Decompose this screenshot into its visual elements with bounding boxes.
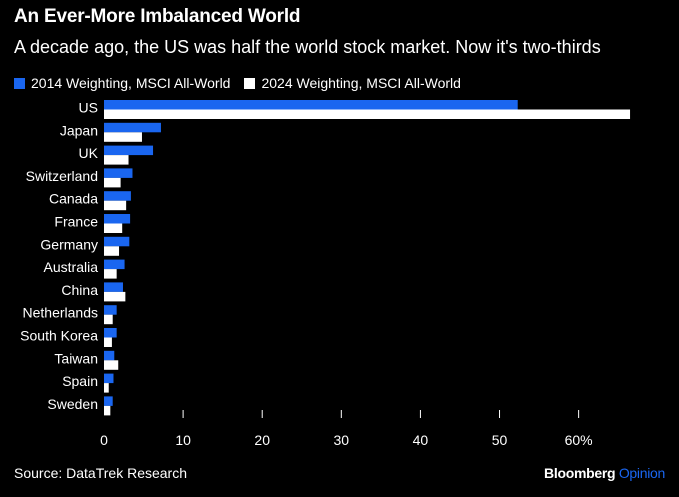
bar-2024	[104, 337, 112, 347]
bar-2014	[104, 236, 130, 247]
chart-subtitle: A decade ago, the US was half the world …	[14, 37, 601, 57]
category-label: China	[61, 282, 98, 298]
legend-item-2014: 2014 Weighting, MSCI All-World	[14, 75, 230, 91]
bar-2014	[104, 168, 133, 178]
x-tick-label: 10	[175, 432, 191, 448]
bar-2024	[104, 314, 113, 325]
category-label: Sweden	[47, 396, 98, 412]
x-tick-label: 0	[100, 432, 108, 448]
x-tick-label: 30	[334, 432, 350, 448]
x-tick-label: 20	[254, 432, 270, 448]
legend-label-2014: 2014 Weighting, MSCI All-World	[31, 75, 231, 91]
bar-2024	[104, 383, 109, 393]
category-label: Australia	[44, 259, 99, 275]
bar-2024	[104, 177, 121, 188]
x-tick-label: 60%	[565, 432, 593, 448]
x-tick-label: 40	[413, 432, 429, 448]
category-label: Canada	[49, 191, 98, 207]
category-label: Switzerland	[26, 168, 98, 184]
category-label: UK	[79, 145, 99, 161]
bar-2014	[104, 373, 114, 384]
bar-2014	[104, 191, 131, 201]
category-label: Taiwan	[54, 350, 98, 366]
category-label: South Korea	[20, 328, 98, 344]
bar-2024	[104, 223, 123, 233]
bar-2014	[104, 350, 115, 361]
bar-2014	[104, 122, 161, 133]
chart-title: An Ever-More Imbalanced World	[14, 6, 301, 27]
legend-swatch-2024	[244, 77, 256, 89]
bar-2014	[104, 328, 117, 338]
bar-2024	[104, 132, 142, 142]
category-label: France	[54, 214, 98, 230]
bar-2014	[104, 100, 518, 110]
category-label: Netherlands	[23, 305, 99, 321]
bar-2024	[104, 155, 129, 165]
bar-2024	[104, 200, 127, 211]
category-label: US	[79, 100, 98, 116]
bar-2024	[104, 109, 631, 119]
brand-main: Bloomberg	[544, 465, 616, 481]
bar-2024	[104, 360, 119, 370]
legend-item-2024: 2024 Weighting, MSCI All-World	[244, 75, 461, 91]
legend: 2014 Weighting, MSCI All-World 2024 Weig…	[14, 75, 475, 91]
bar-2024	[104, 269, 117, 279]
source-note: Source: DataTrek Research	[14, 465, 187, 481]
bar-2024	[104, 291, 126, 302]
bar-2014	[104, 305, 117, 315]
bar-2024	[104, 405, 111, 416]
category-label: Japan	[60, 122, 98, 138]
bar-2014	[104, 214, 131, 224]
legend-label-2024: 2024 Weighting, MSCI All-World	[261, 75, 461, 91]
brand-sub: Opinion	[618, 465, 665, 481]
x-tick-label: 50	[492, 432, 508, 448]
category-label: Spain	[62, 373, 98, 389]
bar-2014	[104, 259, 125, 270]
bar-2024	[104, 246, 120, 256]
legend-swatch-2014	[14, 77, 25, 89]
bar-2014	[104, 145, 154, 156]
bar-2014	[104, 282, 123, 292]
category-label: Germany	[40, 236, 98, 252]
bar-2014	[104, 396, 113, 406]
brand-logo: Bloomberg Opinion	[544, 465, 665, 481]
